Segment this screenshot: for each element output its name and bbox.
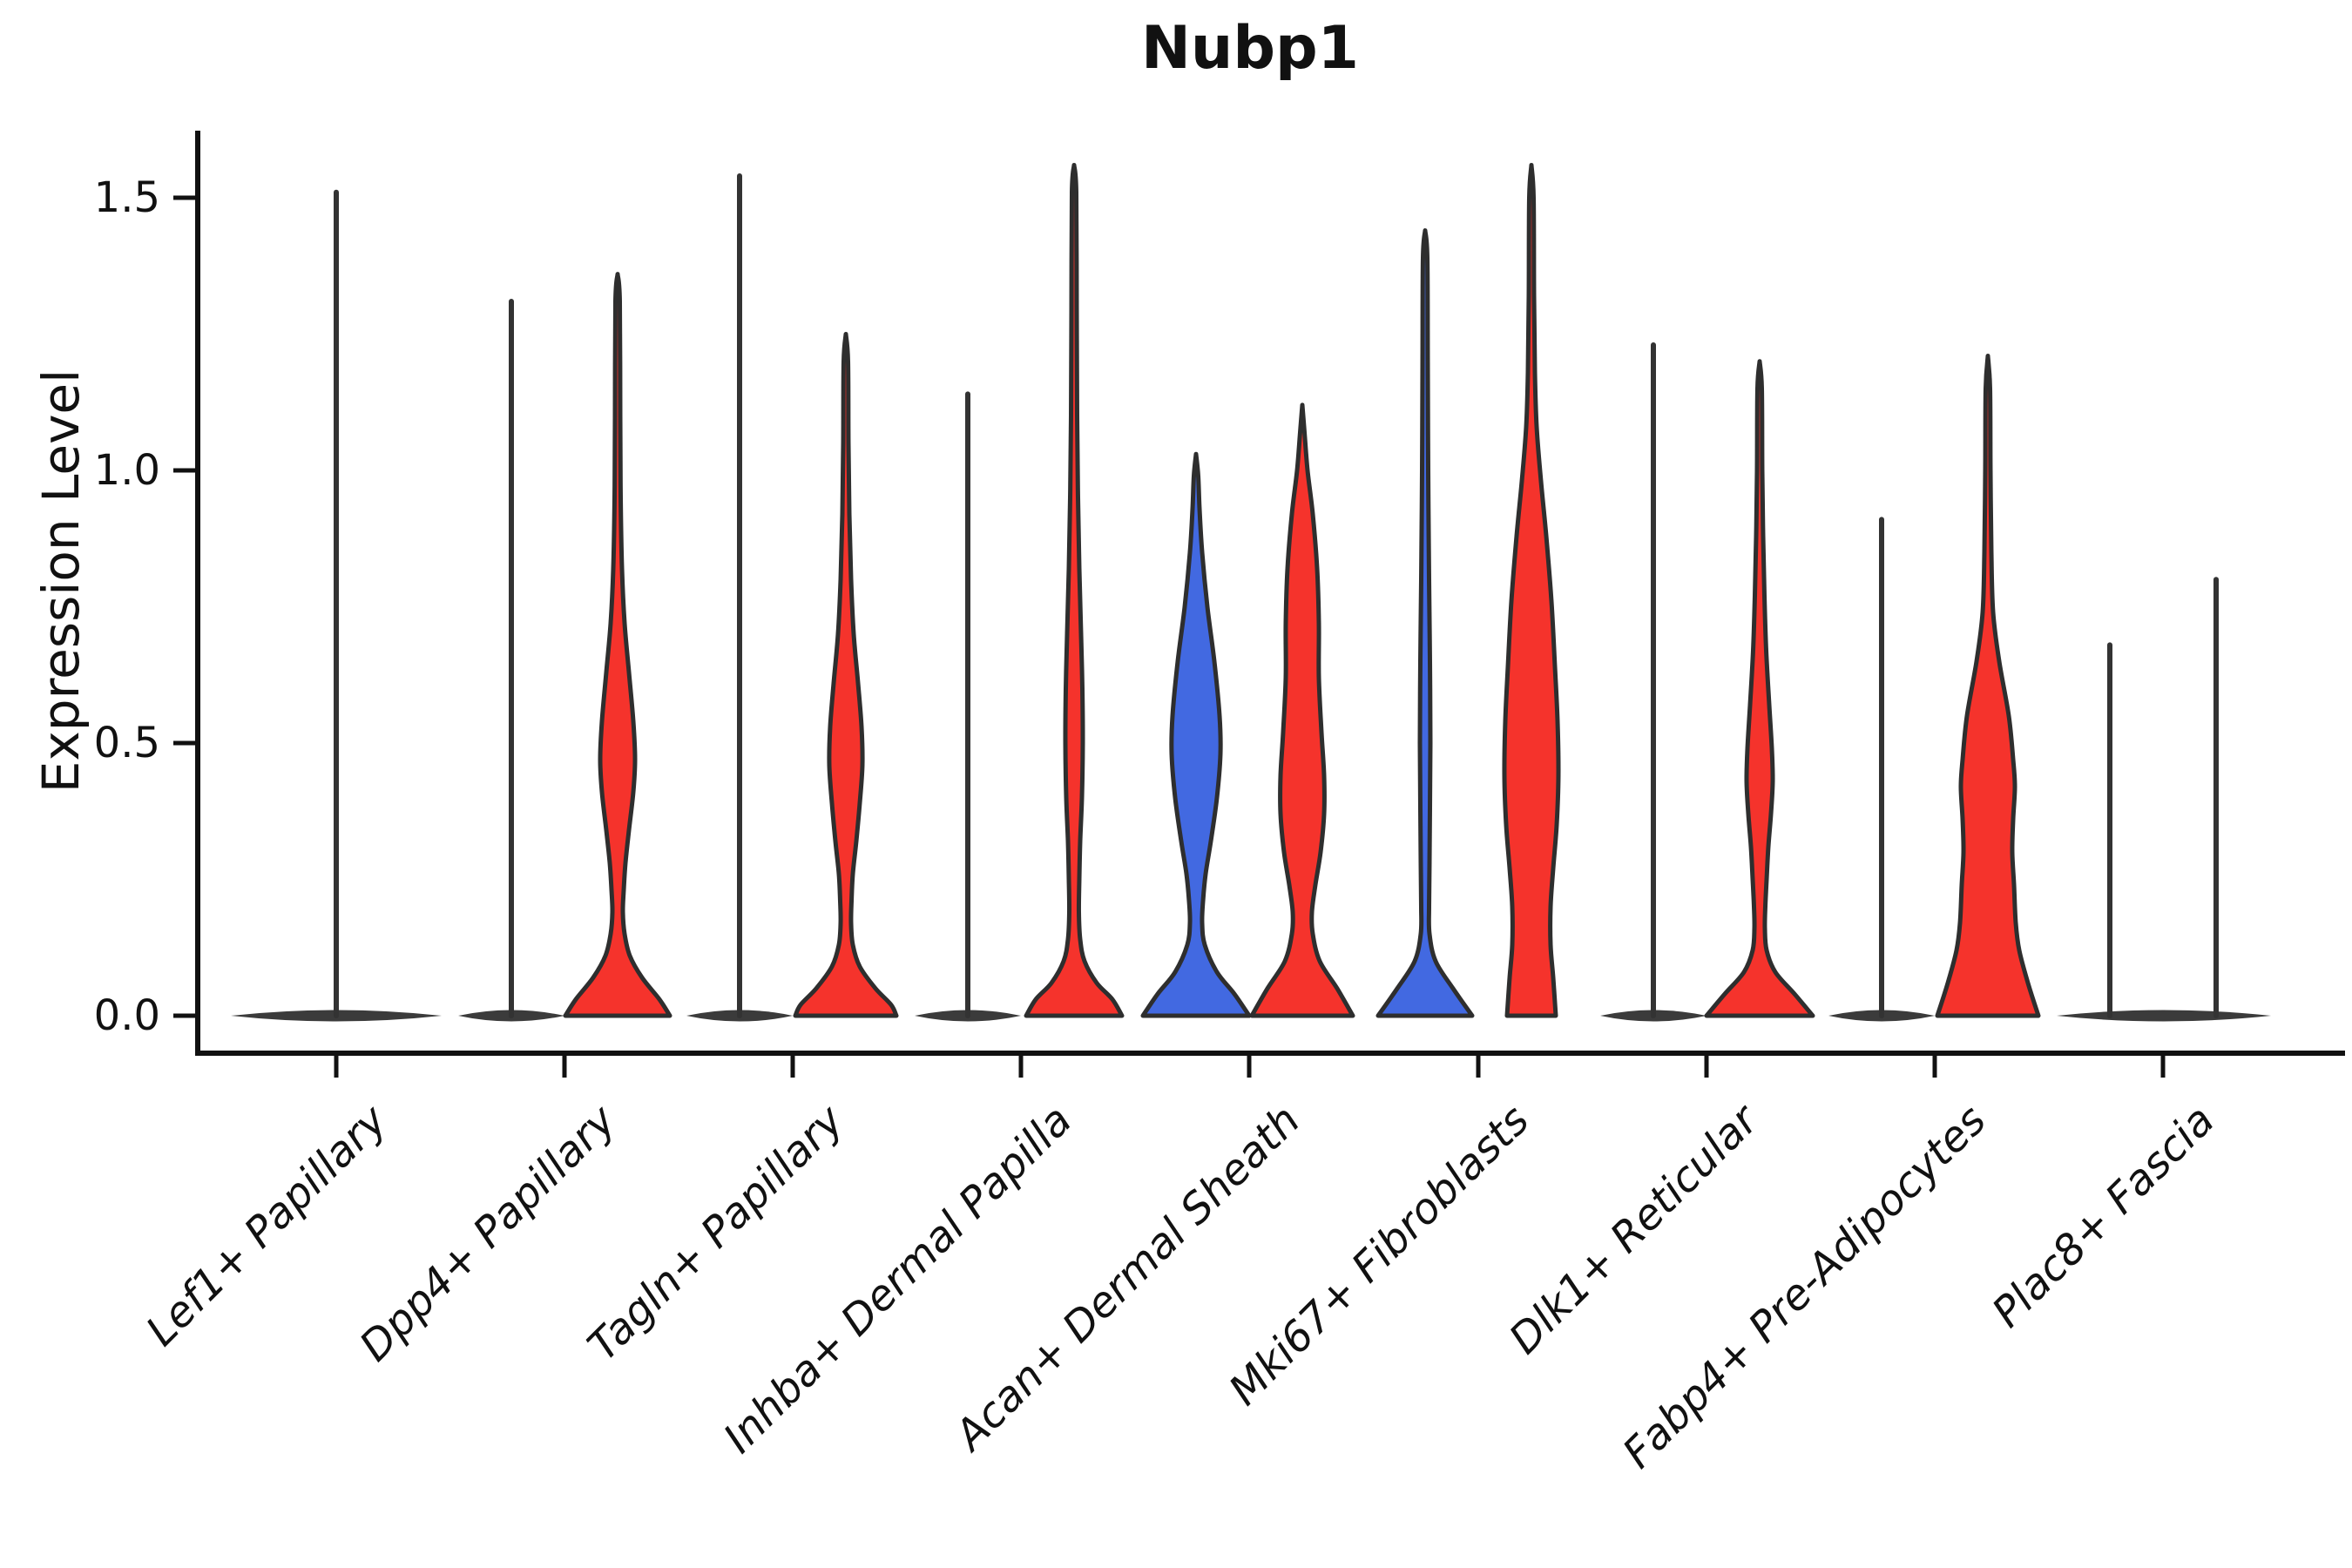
y-tick-label: 0.0 (93, 991, 160, 1040)
y-tick-label: 1.0 (93, 446, 160, 495)
violin-red (1704, 359, 1815, 1018)
violin-red (1935, 354, 2041, 1018)
violin-baseline-lens (2057, 1010, 2271, 1022)
violin-red (1249, 402, 1355, 1018)
y-axis-label: Expression Level (31, 368, 91, 794)
chart-title: Nubp1 (1141, 14, 1359, 83)
y-tick-label: 1.5 (93, 173, 160, 222)
violin-red (1502, 162, 1561, 1018)
violin-red (563, 272, 672, 1018)
y-tick-label: 0.5 (93, 719, 160, 767)
violin-blue (1375, 228, 1475, 1018)
violin-blue (1140, 451, 1252, 1018)
violin-red (793, 332, 899, 1018)
violin-red (1024, 162, 1125, 1018)
